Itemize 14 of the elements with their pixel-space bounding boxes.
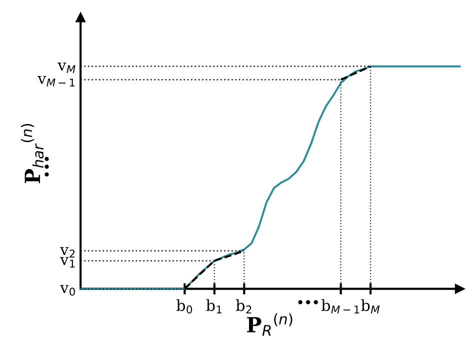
ref-line-label: v$_{1}$: [60, 257, 75, 268]
x-tick-label: b$_{M}$: [361, 299, 380, 314]
text: ···: [44, 156, 49, 176]
x-tick-label: b$_{1}$: [206, 299, 222, 314]
ref-line-label: v$_{M}$: [58, 62, 76, 74]
x-tick-label: b$_{M−1}$: [321, 299, 360, 314]
x-axis-title: P$_{R}$$^{(n)}$: [247, 313, 292, 336]
ref-line-label: v$_{2}$: [60, 247, 75, 258]
x-tick-label: b$_{0}$: [176, 299, 192, 314]
y-axis-title: P$_{har}$$^{(n)}$: [20, 124, 44, 184]
ref-line-label: v$_{0}$: [60, 285, 75, 296]
ref-line-label: v$_{M−1}$: [38, 76, 75, 86]
text: ···: [298, 300, 318, 304]
x-tick-label: b$_{2}$: [236, 299, 252, 314]
